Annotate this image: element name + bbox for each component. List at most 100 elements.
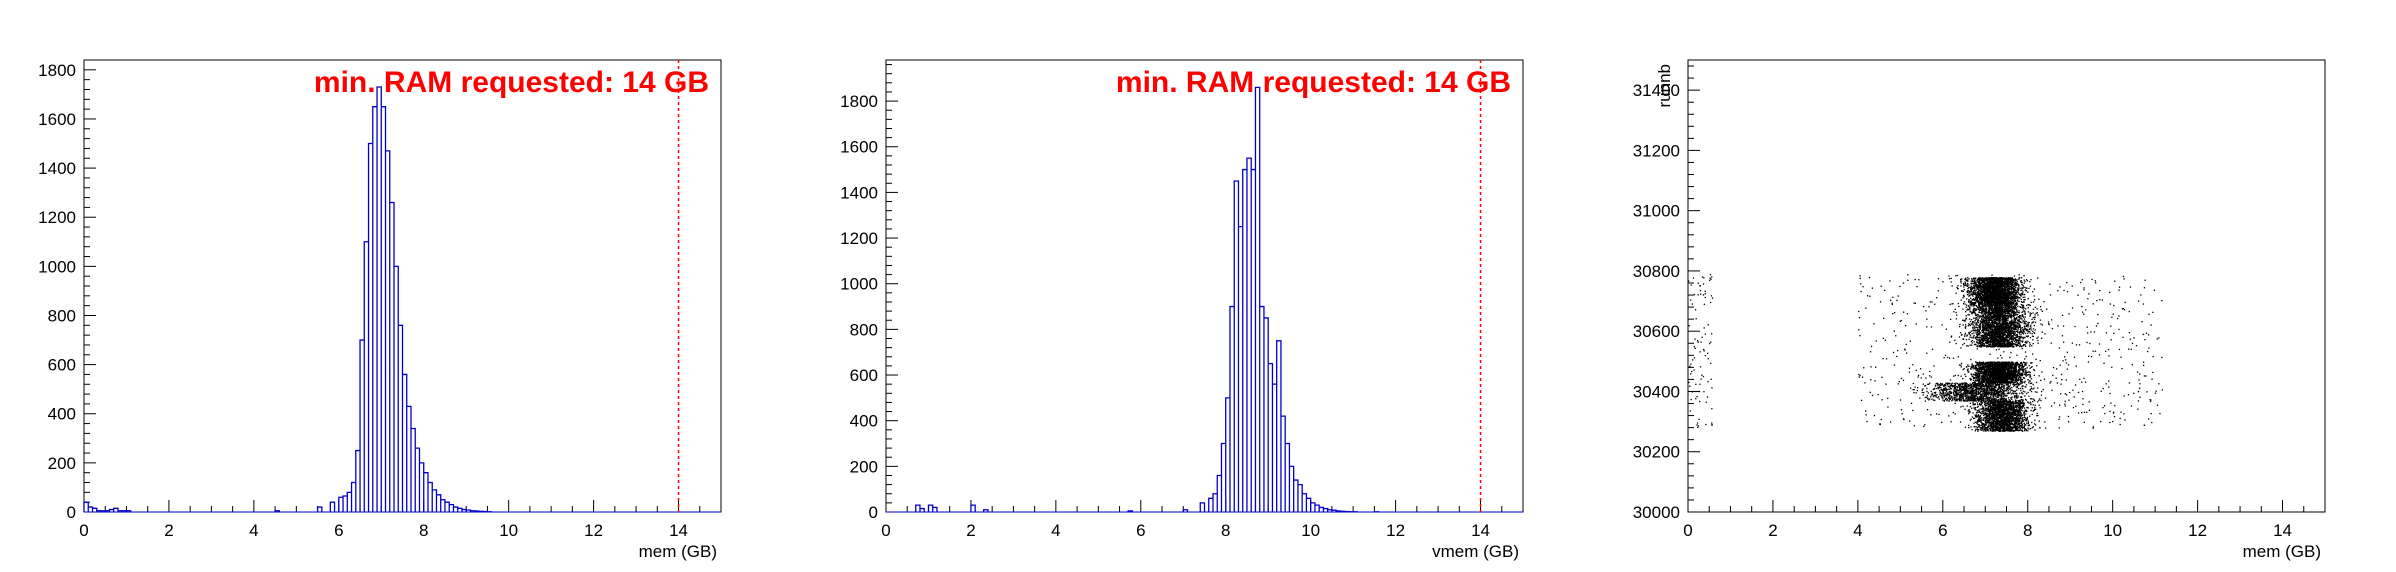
scatter-point [2044, 333, 2046, 335]
scatter-point [2034, 321, 2037, 323]
scatter-point [1981, 300, 1984, 302]
scatter-point [2019, 325, 2021, 327]
scatter-point [2017, 339, 2019, 341]
scatter-point [1999, 299, 2001, 301]
scatter-point [1995, 280, 1997, 282]
scatter-point [1990, 287, 1992, 289]
scatter-point [1973, 332, 1975, 334]
scatter-point [1973, 317, 1975, 319]
scatter-point [1982, 296, 1984, 299]
scatter-point [1973, 279, 1975, 281]
scatter-point [1987, 302, 1989, 304]
scatter-point [1967, 305, 1969, 307]
y-tick-label: 1000 [38, 257, 76, 276]
scatter-point [1998, 283, 2000, 285]
histogram-bin [105, 511, 109, 512]
scatter-point [1991, 304, 1993, 306]
scatter-point [1992, 316, 1994, 318]
histogram-bin [1277, 341, 1281, 512]
scatter-point [2009, 341, 2011, 343]
scatter-point [2011, 338, 2013, 340]
scatter-point [1966, 294, 1969, 296]
scatter-point [1998, 286, 2000, 288]
scatter-point [1960, 285, 1962, 287]
scatter-point [1982, 294, 1984, 296]
scatter-point [1960, 299, 1962, 301]
histogram-bin [101, 511, 105, 512]
scatter-point [1978, 280, 1980, 282]
scatter-point [2014, 300, 2016, 302]
histogram-bin [1336, 511, 1340, 512]
scatter-point [1960, 282, 1962, 284]
scatter-point [1985, 289, 1987, 291]
scatter-point [2002, 299, 2004, 302]
scatter-point [1990, 317, 1993, 319]
histogram-bin [1183, 510, 1187, 512]
scatter-point [1994, 302, 1996, 304]
histogram-bin [1234, 181, 1238, 512]
scatter-point [1992, 302, 1995, 304]
scatter-point [1983, 291, 1986, 293]
scatter-point [1978, 317, 1980, 319]
scatter-point [1984, 312, 1986, 314]
scatter-point [1965, 278, 1967, 280]
scatter-point [1997, 328, 2000, 330]
y-tick-label: 1400 [38, 159, 76, 178]
scatter-point [2013, 283, 2015, 285]
scatter-point [1992, 281, 1994, 283]
scatter-point [1979, 301, 1981, 303]
scatter-point [1991, 288, 1994, 290]
scatter-point [1996, 299, 1999, 302]
scatter-point [1985, 309, 1987, 311]
scatter-point [1994, 288, 1997, 290]
scatter-point [2023, 327, 2026, 329]
scatter-point [1987, 283, 1989, 285]
scatter-point [2010, 277, 2012, 279]
scatter-point [2008, 334, 2010, 336]
scatter-point [2008, 289, 2010, 291]
scatter-point [1971, 287, 1973, 289]
scatter-point [1985, 279, 1988, 281]
histogram-outline [83, 86, 493, 513]
scatter-point [1979, 331, 1981, 333]
scatter-point [1987, 300, 1990, 303]
scatter-point [2001, 279, 2004, 281]
histogram-bin [1268, 364, 1272, 512]
scatter-point [2010, 286, 2013, 288]
scatter-point [2003, 324, 2005, 326]
scatter-point [1992, 309, 1994, 312]
scatter-point [1999, 286, 2001, 288]
scatter-point [1980, 287, 1982, 289]
scatter-point [2008, 335, 2010, 337]
scatter-point [2011, 314, 2013, 316]
scatter-point [2006, 314, 2008, 317]
scatter-point [1971, 344, 1973, 346]
histogram-bin [97, 511, 101, 512]
scatter-point [1981, 336, 1983, 338]
scatter-point [1964, 319, 1967, 321]
scatter-point [2011, 282, 2013, 285]
scatter-point [2032, 339, 2034, 341]
scatter-point [2002, 330, 2004, 333]
y-tick-label: 1200 [38, 208, 76, 227]
scatter-point [2019, 344, 2021, 346]
scatter-point [1989, 329, 1991, 331]
scatter-point [2007, 291, 2009, 293]
scatter-point [1979, 298, 1981, 300]
scatter-point [1987, 282, 1990, 284]
scatter-point [2006, 340, 2008, 342]
scatter-point [1993, 311, 1995, 313]
histogram-bin [1323, 509, 1327, 512]
scatter-point [2019, 315, 2021, 317]
scatter-point [1988, 296, 1991, 298]
scatter-point [1961, 278, 1963, 280]
scatter-point [1987, 299, 1989, 301]
y-tick-label: 1600 [840, 138, 878, 157]
scatter-point [2007, 279, 2009, 281]
histogram-bin [84, 502, 88, 512]
scatter-point [2002, 292, 2004, 294]
scatter-point [2000, 298, 2002, 300]
scatter-point [1993, 343, 1995, 345]
scatter-point [1989, 301, 1991, 303]
scatter-point [1973, 307, 1975, 309]
